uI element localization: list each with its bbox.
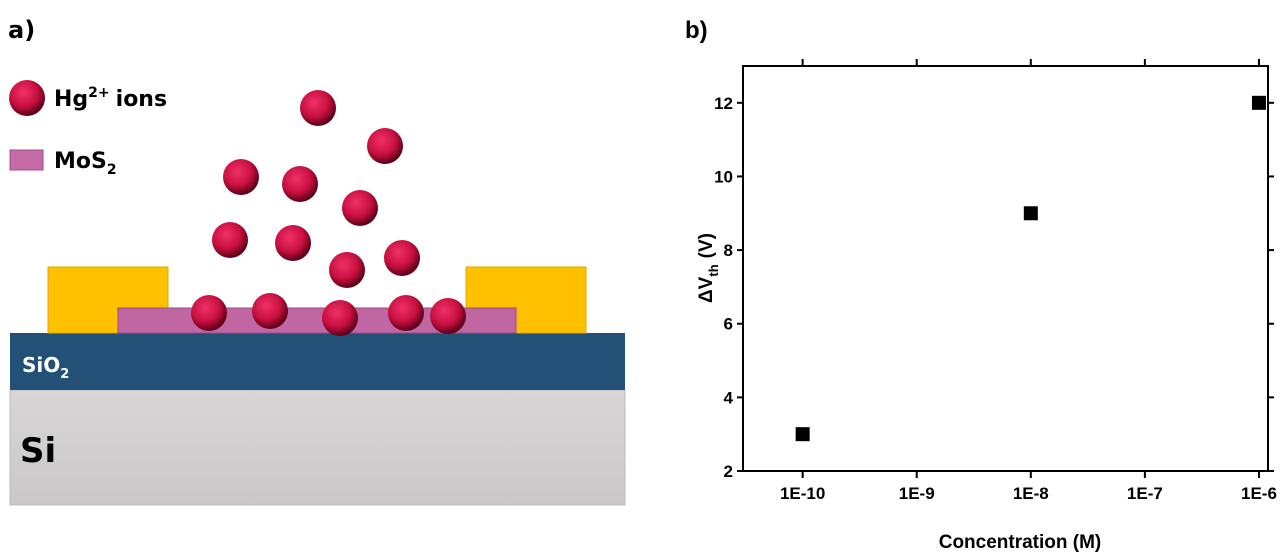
x-tick-label: 1E-7	[1127, 484, 1163, 503]
y-tick-label: 2	[724, 462, 733, 481]
text: th	[706, 264, 721, 276]
panel-b: b) Concentration (M) ΔVth (V) 2 4 6 8 10 12 1E-…	[685, 17, 1277, 553]
y-axis-label: ΔVth (V)	[696, 233, 721, 303]
panel-a: a) Hg2+ions MoS2 SiO2 Si	[8, 16, 625, 505]
text: ions	[116, 87, 167, 112]
marker	[1024, 206, 1038, 220]
y-tick-label: 4	[724, 388, 734, 407]
ion	[430, 298, 466, 334]
ions	[191, 90, 466, 336]
ion	[191, 295, 227, 331]
text: 2	[60, 367, 69, 382]
ion	[384, 240, 420, 276]
si-layer	[10, 390, 625, 505]
ion	[300, 90, 336, 126]
x-tick-label: 1E-8	[1013, 484, 1049, 503]
y-tick-label: 6	[724, 315, 733, 334]
x-tick-label: 1E-10	[780, 484, 825, 503]
ion	[212, 222, 248, 258]
marker	[1252, 96, 1266, 110]
text: SiO	[22, 353, 60, 377]
text: MoS	[54, 149, 107, 174]
ion	[275, 225, 311, 261]
ion	[388, 295, 424, 331]
plot-frame	[743, 66, 1268, 471]
mos2-legend-text: MoS2	[54, 149, 117, 178]
mos2-legend-icon	[10, 150, 43, 170]
ion	[367, 128, 403, 164]
panel-label: b)	[685, 17, 708, 44]
ion	[223, 159, 259, 195]
text: Hg	[54, 87, 88, 112]
ion	[252, 293, 288, 329]
figure: a) Hg2+ions MoS2 SiO2 Si b)	[0, 0, 1281, 554]
ion	[322, 300, 358, 336]
x-axis-label: Concentration (M)	[939, 532, 1102, 553]
panel-label: a)	[8, 16, 35, 44]
y-tick-label: 8	[724, 241, 733, 260]
y-tick-label: 10	[714, 167, 733, 186]
x-tick-label: 1E-9	[899, 484, 935, 503]
text: ΔV	[696, 276, 717, 303]
ion	[329, 252, 365, 288]
text: 2+	[88, 85, 109, 101]
x-tick-label: 1E-6	[1241, 484, 1277, 503]
marker	[796, 427, 810, 441]
si-label: Si	[20, 431, 56, 471]
ion	[342, 190, 378, 226]
text: 2	[107, 162, 117, 178]
ion-legend-text: Hg2+ ions	[54, 85, 167, 112]
text: (V)	[696, 233, 717, 258]
sio2-layer	[10, 333, 625, 390]
ion-legend-icon	[9, 80, 45, 116]
y-tick-label: 12	[714, 94, 733, 113]
ion	[282, 166, 318, 202]
